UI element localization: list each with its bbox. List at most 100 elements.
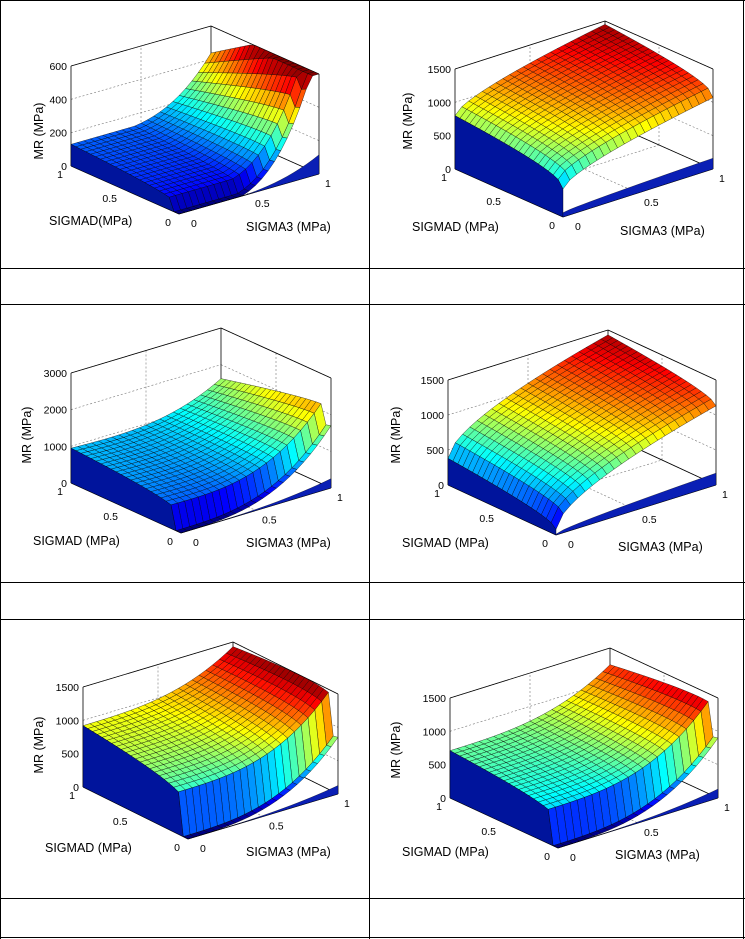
surface <box>70 378 332 534</box>
surface-front-wall <box>562 157 714 218</box>
x-tick-label: 0.5 <box>481 826 496 838</box>
back-edge <box>607 329 717 381</box>
chart-cell-1: 0 200 400 600 1 0.5 0 0 0.5 1 SIGMAD(MPa) SIGMA3 (M… <box>1 1 369 268</box>
surface-chart-4: 0 500 1000 1500 1 0.5 0 0 0.5 1 SIGMAD (MPa) SIGMA3… <box>389 329 728 554</box>
z-tick-label: 500 <box>433 131 451 143</box>
surface-chart-6: 0 500 1000 1500 1 0.5 0 0 0.5 1 SIGMAD (MPa) SIGMA3… <box>389 647 730 864</box>
surface <box>449 664 719 849</box>
table-border-top <box>0 0 745 1</box>
tick-labels: 0 500 1000 1500 1 0.5 0 0 0.5 1 <box>56 682 350 855</box>
x-tick-label: 0.5 <box>479 513 494 525</box>
y-tick-label: 0.5 <box>644 197 659 209</box>
x-tick-label: 0 <box>542 538 548 550</box>
caption-cell-6 <box>370 899 743 937</box>
surface-front-wall <box>555 472 717 536</box>
surface-front-wall <box>557 788 719 849</box>
x-tick-label: 0 <box>549 220 555 232</box>
caption-cell-1 <box>1 269 369 304</box>
z-tick-label: 2000 <box>44 405 68 417</box>
table-border-left <box>0 0 1 939</box>
surface <box>82 646 339 840</box>
chart-cell-6: 0 500 1000 1500 1 0.5 0 0 0.5 1 SIGMAD (MPa) SIGMA3… <box>370 620 743 898</box>
surface-front-wall <box>187 785 339 840</box>
back-edge <box>449 647 611 699</box>
surface <box>447 334 717 536</box>
y-tick-label: 0 <box>200 843 206 855</box>
y-tick-label: 1 <box>724 802 730 814</box>
z-tick-label: 1000 <box>421 410 445 422</box>
table-border-right <box>743 0 744 939</box>
x-tick-label: 0 <box>167 536 173 548</box>
back-edge <box>454 20 606 70</box>
x-tick-label: 0 <box>544 851 550 863</box>
z-tick-label: 1500 <box>423 693 447 705</box>
z-tick-label: 0 <box>438 480 444 492</box>
back-edge <box>604 20 714 70</box>
tick-labels: 0 1000 2000 3000 1 0.5 0 0 0.5 1 <box>44 368 343 549</box>
z-tick-label: 1000 <box>423 726 447 738</box>
y-tick-label: 0.5 <box>644 827 659 839</box>
surface-chart-3: 0 1000 2000 3000 1 0.5 0 0 0.5 1 SIGMAD (MPa) SIGMA… <box>20 327 343 550</box>
y-tick-label: 0.5 <box>255 198 270 210</box>
x-axis-title: SIGMAD (MPa) <box>33 534 120 548</box>
y-tick-label: 1 <box>722 489 728 501</box>
z-tick-label: 0 <box>440 793 446 805</box>
x-axis-title: SIGMAD (MPa) <box>45 841 132 855</box>
surface-side-wall <box>82 725 189 840</box>
y-axis-title: SIGMA3 (MPa) <box>246 536 331 550</box>
table-column-divider <box>369 0 370 939</box>
x-axis-title: SIGMAD (MPa) <box>402 536 489 550</box>
z-tick-label: 1000 <box>428 97 452 109</box>
back-edge <box>70 327 222 374</box>
x-tick-label: 0.5 <box>113 816 128 828</box>
tick-labels: 0 500 1000 1500 1 0.5 0 0 0.5 1 <box>423 693 730 864</box>
surface-side-wall <box>454 115 564 218</box>
y-tick-label: 1 <box>325 178 331 190</box>
row-divider-1a <box>0 268 745 269</box>
tick-labels: 0 200 400 600 1 0.5 0 0 0.5 1 <box>49 61 331 230</box>
z-axis-title: MR (MPa) <box>401 93 415 150</box>
z-tick-label: 1500 <box>421 375 445 387</box>
back-edge <box>220 327 332 379</box>
y-tick-label: 0 <box>568 539 574 551</box>
surface-side-wall <box>70 447 182 534</box>
row-divider-2a <box>0 582 745 583</box>
x-axis-title: SIGMAD (MPa) <box>402 845 489 859</box>
y-axis-title: SIGMA3 (MPa) <box>615 848 700 862</box>
y-tick-label: 0 <box>570 852 576 864</box>
tick-labels: 0 500 1000 1500 1 0.5 0 0 0.5 1 <box>428 64 725 233</box>
caption-cell-5 <box>1 899 369 937</box>
surface-side-wall <box>447 458 557 536</box>
surface-side-wall <box>70 144 180 215</box>
z-tick-label: 500 <box>428 760 446 772</box>
z-axis-title: MR (MPa) <box>32 103 46 160</box>
z-axis-title: MR (MPa) <box>389 407 403 464</box>
row-divider-2b <box>0 619 745 620</box>
y-tick-label: 0 <box>575 221 581 233</box>
x-tick-label: 0 <box>165 217 171 229</box>
z-tick-label: 600 <box>49 61 67 73</box>
surface-chart-2: 0 500 1000 1500 1 0.5 0 0 0.5 1 SIGMAD (MPa) SIGMA3… <box>401 20 725 238</box>
x-tick-label: 0 <box>174 842 180 854</box>
x-axis-title: SIGMAD (MPa) <box>412 220 499 234</box>
back-edge <box>232 641 339 695</box>
z-axis-title: MR (MPa) <box>389 722 403 779</box>
y-tick-label: 0.5 <box>262 515 277 527</box>
x-tick-label: 1 <box>436 801 442 813</box>
z-tick-label: 1500 <box>56 682 80 694</box>
z-tick-label: 200 <box>49 128 67 140</box>
surface <box>70 44 320 215</box>
surface-side-wall <box>449 750 559 849</box>
y-tick-label: 0 <box>193 537 199 549</box>
back-edge <box>609 647 719 699</box>
back-edge <box>447 329 609 381</box>
x-tick-label: 0.5 <box>103 511 118 523</box>
z-axis-title: MR (MPa) <box>20 407 34 464</box>
row-divider-3a <box>0 898 745 899</box>
z-axis-title: MR (MPa) <box>32 717 46 774</box>
surface-front-wall <box>180 478 332 534</box>
surface-chart-5: 0 500 1000 1500 1 0.5 0 0 0.5 1 SIGMAD (MPa) SIGMA3… <box>32 641 350 859</box>
x-axis-title: SIGMAD(MPa) <box>49 214 132 228</box>
y-axis-title: SIGMA3 (MPa) <box>246 845 331 859</box>
surface-front-wall <box>178 154 320 215</box>
